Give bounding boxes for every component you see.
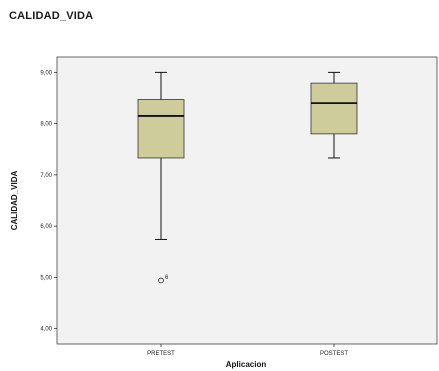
y-axis-title: CALIDAD_VIDA [10, 171, 19, 231]
outlier-label: 6 [165, 275, 169, 281]
y-tick-label: 6,00 [40, 224, 52, 230]
outlier-point [158, 277, 164, 284]
x-tick-label: PRETEST [147, 351, 175, 357]
plot-area [56, 56, 438, 345]
x-axis-title: Aplicacion [226, 360, 267, 369]
y-tick-label: 9,00 [40, 70, 52, 76]
x-tick-label: POSTEST [320, 351, 348, 357]
page-title: CALIDAD_VIDA [9, 10, 94, 22]
box-postest [310, 82, 358, 135]
y-tick-label: 8,00 [40, 122, 52, 128]
y-tick-label: 5,00 [40, 275, 52, 281]
y-tick-label: 4,00 [40, 327, 52, 333]
y-tick-label: 7,00 [40, 173, 52, 179]
box-pretest [137, 99, 185, 159]
